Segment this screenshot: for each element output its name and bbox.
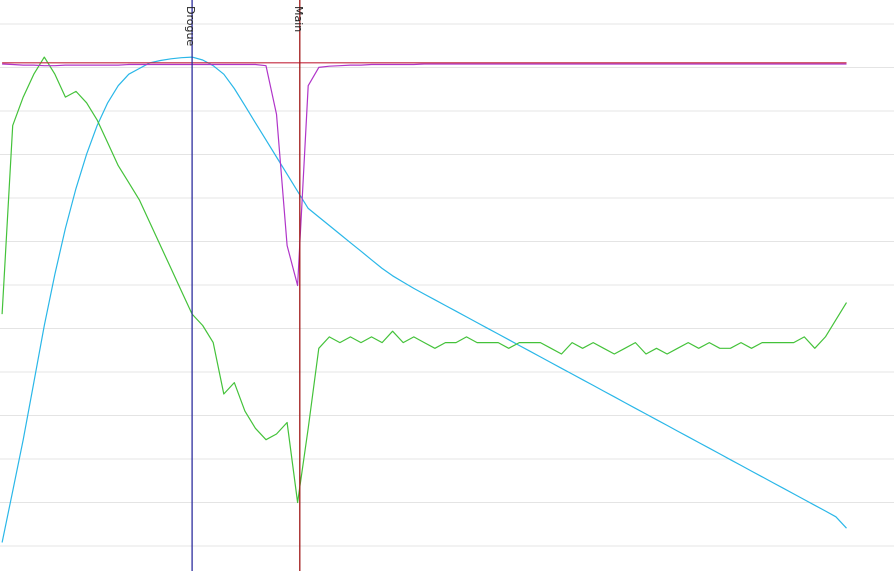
grid-lines <box>0 23 894 547</box>
event-label-main: Main <box>292 6 305 32</box>
event-label-drogue: Drogue <box>184 6 197 46</box>
series-layer <box>1 56 848 543</box>
series-line-1 <box>1 56 847 543</box>
event-markers: Drogue Main <box>184 0 305 571</box>
series-line-2 <box>1 56 848 504</box>
series-line-3 <box>2 63 847 287</box>
